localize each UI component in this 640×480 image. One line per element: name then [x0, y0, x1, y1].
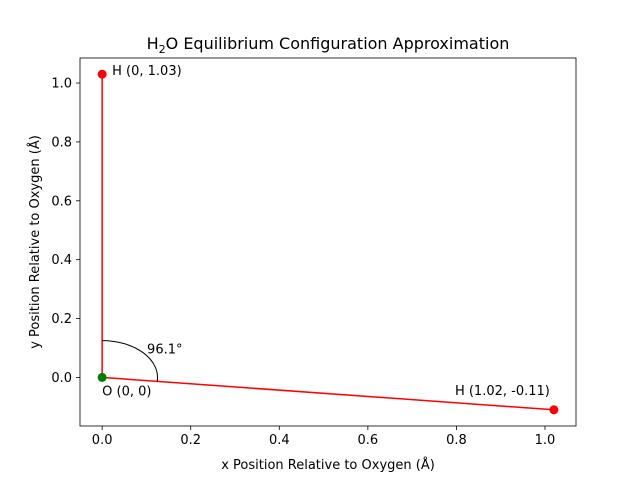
y-tick-label: 0.2 [51, 312, 72, 327]
x-tick-label: 0.8 [446, 433, 467, 448]
y-axis-ticks: 0.0 0.2 0.4 0.6 0.8 1.0 [51, 77, 80, 386]
y-axis-label: y Position Relative to Oxygen (Å) [27, 135, 43, 349]
x-tick-label: 1.0 [535, 433, 556, 448]
bonds-layer [101, 74, 554, 411]
plot-frame [79, 57, 577, 427]
y-tick-label: 0.4 [51, 253, 72, 268]
atoms-layer [97, 69, 559, 415]
y-tick-label: 0.6 [51, 194, 72, 209]
oxygen-atom-marker [97, 372, 107, 382]
hydrogen-atom-marker [97, 69, 107, 79]
atom-label: H (1.02, -0.11) [455, 384, 550, 399]
chart-title-suffix: O Equilibrium Configuration Approximatio… [166, 34, 510, 53]
x-tick-label: 0.6 [358, 433, 379, 448]
x-axis-ticks: 0.0 0.2 0.4 0.6 0.8 1.0 [92, 426, 556, 448]
x-tick-label: 0.2 [180, 433, 201, 448]
x-tick-label: 0.0 [92, 433, 113, 448]
atom-labels-layer: O (0, 0) H (0, 1.03) H (1.02, -0.11) [102, 64, 550, 399]
x-tick-label: 0.4 [269, 433, 290, 448]
bond-line [102, 376, 554, 411]
y-tick-label: 1.0 [51, 77, 72, 92]
y-tick-label: 0.0 [51, 371, 72, 386]
atom-label: O (0, 0) [102, 384, 151, 399]
y-tick-label: 0.8 [51, 135, 72, 150]
x-axis-label: x Position Relative to Oxygen (Å) [221, 457, 435, 473]
chart-title-subscript: 2 [159, 43, 166, 56]
chart-title-prefix: H [147, 34, 159, 53]
plot-area [80, 58, 576, 426]
bond-angle-arc [102, 340, 158, 382]
bond-angle-label: 96.1° [147, 342, 182, 357]
hydrogen-atom-marker [549, 405, 559, 415]
chart-title: H2O Equilibrium Configuration Approximat… [147, 34, 510, 56]
atom-label: H (0, 1.03) [112, 64, 182, 79]
